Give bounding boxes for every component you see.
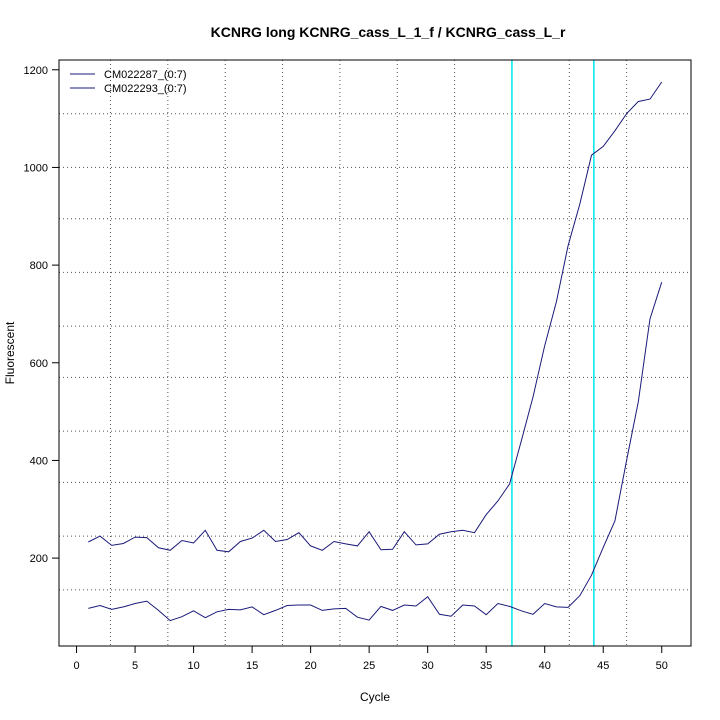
x-tick-label-3: 15 [246, 660, 258, 672]
chart-title: KCNRG long KCNRG_cass_L_1_f / KCNRG_cass… [211, 24, 566, 40]
x-tick-label-10: 50 [656, 660, 668, 672]
x-tick-label-5: 25 [363, 660, 375, 672]
legend: CM022287_(0:7) CM022293_(0:7) [70, 69, 187, 95]
x-tick-label-4: 20 [305, 660, 317, 672]
legend-label-0: CM022287_(0:7) [104, 69, 187, 81]
x-axis-label: Cycle [360, 690, 390, 704]
series-lines [88, 81, 663, 622]
y-tick-label-1: 400 [30, 455, 48, 467]
y-tick-label-3: 800 [30, 260, 48, 272]
y-tick-label-2: 600 [30, 358, 48, 370]
x-tick-label-9: 45 [597, 660, 609, 672]
series-line-0 [88, 81, 663, 553]
series-line-1 [88, 282, 663, 622]
x-axis: 0 5 10 15 20 25 30 35 40 45 50 [73, 645, 668, 672]
threshold-lines [511, 60, 595, 646]
x-tick-label-1: 5 [132, 660, 138, 672]
y-tick-label-5: 1200 [24, 65, 48, 77]
y-axis: 200 400 600 800 1000 1200 [24, 65, 60, 565]
x-tick-label-8: 40 [539, 660, 551, 672]
y-axis-label: Fluorescent [3, 321, 17, 384]
grid [59, 60, 691, 646]
legend-label-1: CM022293_(0:7) [104, 83, 187, 95]
x-tick-label-6: 30 [422, 660, 434, 672]
x-tick-label-0: 0 [73, 660, 79, 672]
x-tick-label-2: 10 [187, 660, 199, 672]
y-tick-label-4: 1000 [24, 162, 48, 174]
y-tick-label-0: 200 [30, 553, 48, 565]
x-tick-label-7: 35 [480, 660, 492, 672]
